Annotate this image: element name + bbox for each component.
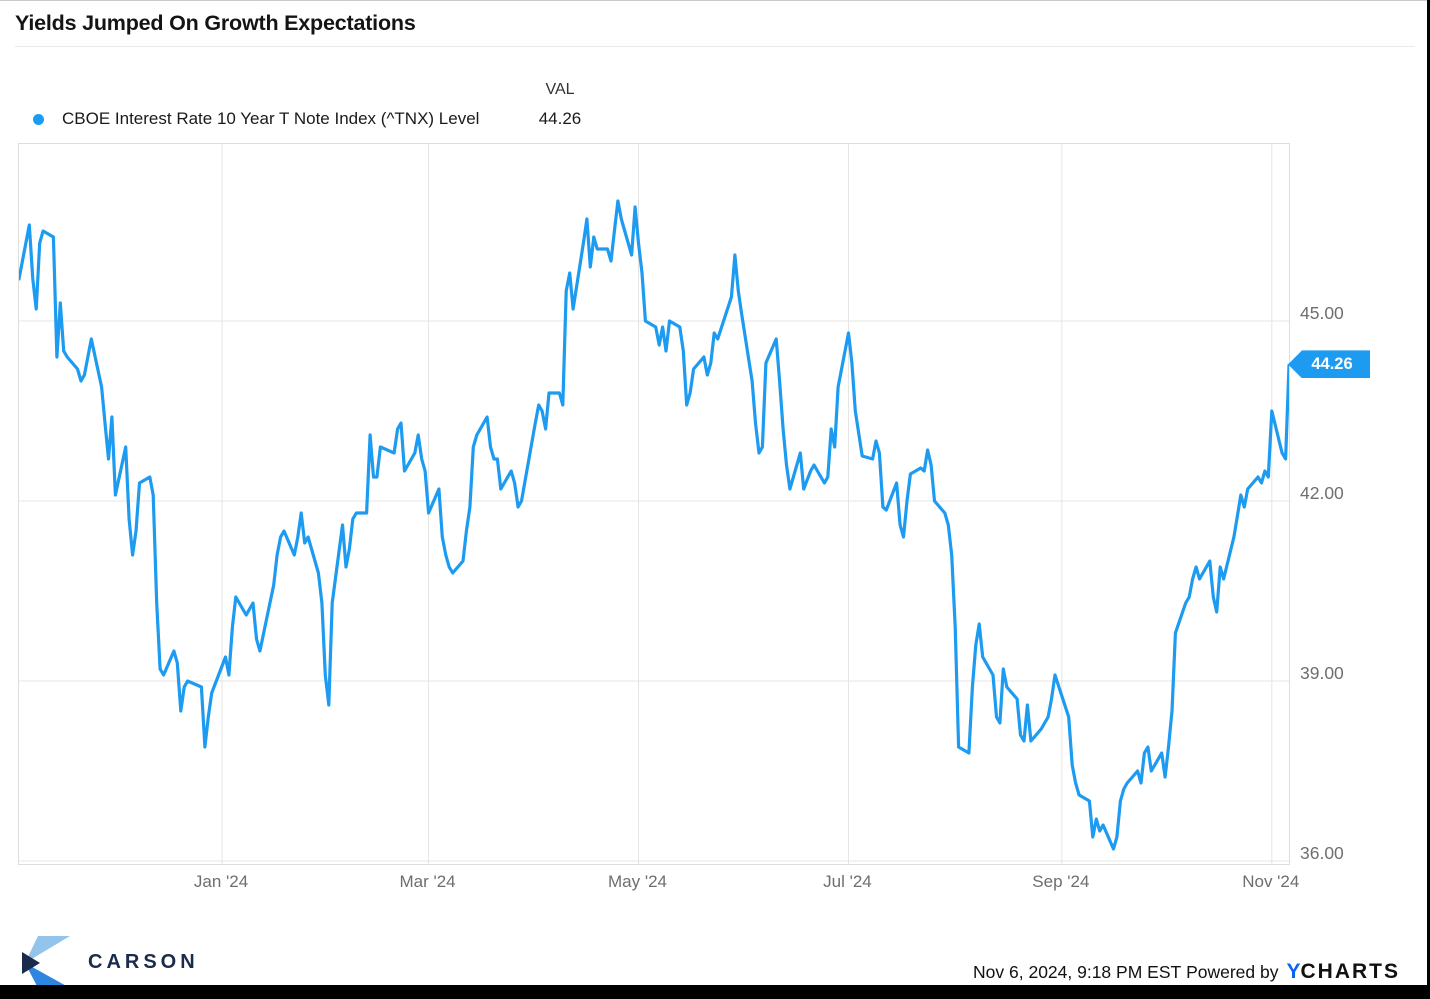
legend-row: CBOE Interest Rate 10 Year T Note Index … — [33, 109, 479, 129]
x-axis-label: Jul '24 — [823, 872, 872, 891]
series-dot-icon — [33, 113, 44, 125]
bottom-border — [0, 985, 1430, 999]
plot-area — [18, 143, 1290, 865]
series-line — [19, 199, 1289, 851]
x-axis-label: Nov '24 — [1242, 872, 1300, 891]
carson-branding: CARSON — [22, 936, 199, 988]
ycharts-logo: YCHARTS — [1286, 960, 1400, 983]
carson-wordmark: CARSON — [88, 950, 199, 973]
ycharts-y-icon: Y — [1286, 960, 1301, 983]
attribution: Nov 6, 2024, 9:18 PM EST Powered by YCHA… — [973, 960, 1400, 984]
y-axis-label: 39.00 — [1300, 663, 1344, 683]
line-chart — [19, 144, 1289, 864]
last-value-text: 44.26 — [1311, 355, 1353, 374]
title-divider — [15, 46, 1415, 47]
carson-logo-icon — [22, 936, 70, 988]
x-axis-label: Jan '24 — [193, 872, 249, 891]
series-current-value: 44.26 — [538, 109, 582, 128]
series-label: CBOE Interest Rate 10 Year T Note Index … — [62, 109, 480, 128]
y-axis-label: 36.00 — [1300, 843, 1344, 863]
legend-val-header: VAL — [545, 81, 575, 98]
y-axis-label: 45.00 — [1300, 303, 1344, 323]
chart-title: Yields Jumped On Growth Expectations — [15, 11, 416, 35]
x-axis-label: Mar '24 — [399, 872, 456, 891]
timestamp: Nov 6, 2024, 9:18 PM EST Powered by — [973, 962, 1279, 982]
top-border — [0, 0, 1430, 1]
y-axis-label: 42.00 — [1300, 483, 1344, 503]
last-value-badge: 44.26 — [1288, 350, 1370, 379]
x-axis-label: May '24 — [608, 872, 667, 891]
x-axis-label: Sep '24 — [1032, 872, 1090, 891]
right-border — [1427, 0, 1430, 985]
